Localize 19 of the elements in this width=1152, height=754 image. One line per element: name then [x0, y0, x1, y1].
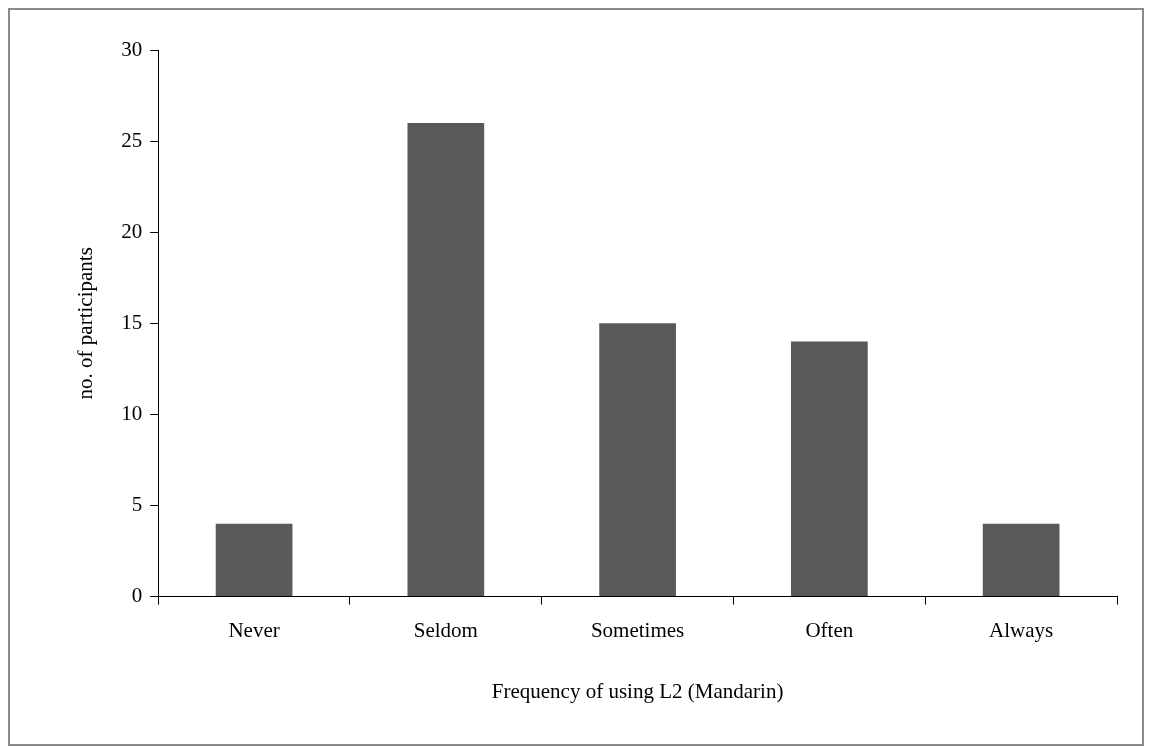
y-tick-label: 5: [131, 492, 143, 517]
y-tick-label: 25: [121, 127, 143, 152]
x-tick-label: Never: [228, 617, 280, 642]
y-axis-title: no. of participants: [73, 247, 98, 400]
x-tick-label: Always: [989, 617, 1054, 642]
x-tick-label: Sometimes: [590, 617, 685, 642]
bar: [982, 523, 1060, 597]
x-axis-title: Frequency of using L2 (Mandarin): [491, 678, 784, 703]
y-tick-label: 15: [121, 309, 143, 334]
y-tick-label: 0: [131, 583, 143, 608]
x-tick-label: Often: [805, 617, 854, 642]
bar: [599, 323, 676, 597]
x-tick-label: Seldom: [413, 617, 478, 642]
y-tick-label: 30: [121, 36, 143, 61]
bar: [791, 341, 868, 597]
bar: [215, 523, 293, 597]
y-tick-label: 20: [121, 218, 143, 243]
bar: [407, 122, 485, 597]
y-tick-label: 10: [121, 400, 143, 425]
